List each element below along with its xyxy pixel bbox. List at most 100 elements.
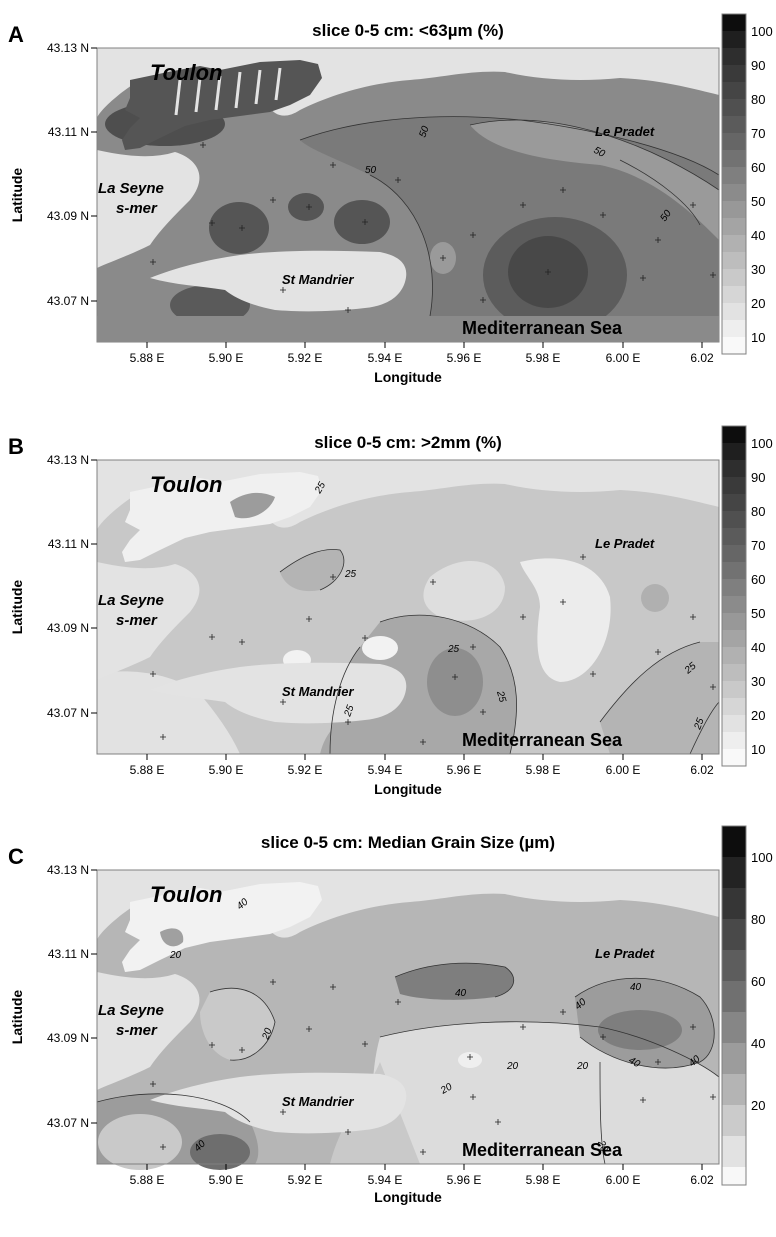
colorbar-tick-label: 20 [751, 1098, 765, 1113]
panel-letter: A [8, 22, 24, 47]
y-tick-label: 43.11 N [48, 125, 89, 139]
contour-band [362, 636, 398, 660]
y-axis-label: Latitude [9, 168, 25, 223]
contour-label: 20 [438, 1081, 454, 1097]
contour-band [280, 549, 344, 592]
y-axis-label: Latitude [9, 990, 25, 1045]
contour-band [470, 120, 719, 240]
contour-label: 25 [342, 703, 357, 719]
map-plot-area: 20 20 20 20 20 20 40 40 40 40 40 40 40 T… [96, 870, 720, 1170]
contour-label: 40 [630, 982, 642, 993]
place-label-st-mandrier: St Mandrier [282, 684, 354, 699]
contour-band [170, 285, 250, 325]
colorbar-tick-label: 80 [751, 504, 765, 519]
place-label-toulon: Toulon [150, 472, 223, 497]
colorbar [721, 425, 747, 767]
colorbar-tick-label: 90 [751, 470, 765, 485]
x-tick-label: 5.94 E [368, 763, 403, 777]
x-tick-label: 5.98 E [526, 351, 561, 365]
sample-points [150, 554, 716, 745]
y-tick-label: 43.09 N [47, 209, 89, 223]
x-tick-label: 5.88 E [130, 351, 165, 365]
y-tick-label: 43.13 N [47, 453, 89, 467]
colorbar-tick-label: 50 [751, 194, 765, 209]
contour-lines [96, 962, 720, 1165]
contour-lines [279, 549, 720, 755]
map-title: slice 0-5 cm: Median Grain Size (µm) [261, 833, 555, 852]
x-tick-label: 6.00 E [606, 763, 641, 777]
x-tick-label: 5.88 E [130, 763, 165, 777]
panel-letter: B [8, 434, 24, 459]
place-label-toulon: Toulon [150, 882, 223, 907]
map-svg-a: A slice 0-5 cm: <63µm (%) [8, 13, 773, 385]
x-tick-label: 5.90 E [209, 763, 244, 777]
land-la-seyne [97, 972, 200, 1090]
contour-label: 20 [595, 1138, 610, 1154]
y-axis-label: Latitude [9, 580, 25, 635]
contour-label: 40 [627, 1055, 643, 1070]
land-st-mandrier [150, 250, 407, 312]
x-tick-label: 5.94 E [368, 351, 403, 365]
x-tick-label: 6.02 [690, 1173, 714, 1187]
contour-lines [299, 116, 720, 317]
x-tick-label: 6.00 E [606, 1173, 641, 1187]
colorbar-tick-label: 60 [751, 974, 765, 989]
y-tick-label: 43.13 N [47, 41, 89, 55]
colorbar [721, 13, 747, 355]
place-label-le-pradet: Le Pradet [595, 946, 655, 961]
contour-label: 20 [260, 1026, 275, 1042]
map-frame [96, 869, 720, 1165]
x-tick-label: 5.96 E [447, 1173, 482, 1187]
y-tick-label: 43.09 N [47, 1031, 89, 1045]
harbour-piers [122, 882, 322, 972]
contour-band [200, 988, 275, 1061]
map-title: slice 0-5 cm: <63µm (%) [312, 21, 504, 40]
x-tick-label: 5.98 E [526, 1173, 561, 1187]
place-label-le-pradet: Le Pradet [595, 536, 655, 551]
place-label-le-pradet: Le Pradet [595, 124, 655, 139]
colorbar-tick-label: 30 [751, 262, 765, 277]
contour-band [160, 928, 184, 947]
place-label-la-seyne: s-mer [116, 200, 158, 217]
contour-label: 50 [417, 124, 431, 139]
x-tick-label: 5.94 E [368, 1173, 403, 1187]
place-label-la-seyne: La Seyne [98, 1002, 164, 1019]
land-la-seyne [97, 150, 200, 268]
y-axis: 43.13 N 43.11 N 43.09 N 43.07 N [47, 453, 97, 720]
contour-label: 50 [365, 165, 377, 176]
colorbar-tick-label: 50 [751, 606, 765, 621]
y-tick-label: 43.11 N [48, 537, 89, 551]
colorbar-tick-label: 40 [751, 228, 765, 243]
contour-label: 20 [576, 1061, 589, 1072]
land-la-seyne [97, 562, 200, 680]
place-label-la-seyne: La Seyne [98, 180, 164, 197]
colorbar-tick-label: 80 [751, 92, 765, 107]
land-st-mandrier [150, 1072, 407, 1134]
x-tick-label: 5.90 E [209, 1173, 244, 1187]
colorbar-tick-label: 90 [751, 58, 765, 73]
colorbar-ticks: 100 80 60 40 20 [751, 850, 773, 1113]
place-label-st-mandrier: St Mandrier [282, 272, 354, 287]
map-title: slice 0-5 cm: >2mm (%) [314, 433, 502, 452]
contour-band [97, 671, 240, 754]
x-tick-label: 6.00 E [606, 351, 641, 365]
contour-band [520, 558, 611, 682]
contour-label: 25 [313, 480, 329, 496]
place-label-toulon: Toulon [150, 60, 223, 85]
map-svg-c: C slice 0-5 cm: Median Grain Size (µm) [8, 825, 773, 1205]
place-label-la-seyne: La Seyne [98, 592, 164, 609]
colorbar-ticks: 100 90 80 70 60 50 40 30 20 10 [751, 24, 773, 345]
contour-label: 40 [455, 988, 467, 999]
x-tick-label: 5.96 E [447, 351, 482, 365]
y-tick-label: 43.07 N [47, 1116, 89, 1130]
place-label-la-seyne: s-mer [116, 612, 158, 629]
x-tick-label: 5.96 E [447, 763, 482, 777]
y-tick-label: 43.07 N [47, 706, 89, 720]
contour-label: 25 [494, 689, 508, 704]
colorbar-tick-label: 30 [751, 674, 765, 689]
colorbar-tick-label: 60 [751, 572, 765, 587]
place-label-st-mandrier: St Mandrier [282, 1094, 354, 1109]
x-axis-label: Longitude [374, 781, 442, 797]
contour-label: 25 [692, 716, 707, 732]
map-frame [96, 459, 720, 755]
